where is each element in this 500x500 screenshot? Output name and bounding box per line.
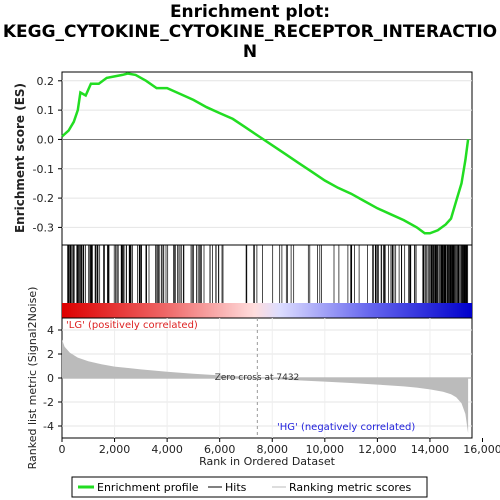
es-y-ticks: 0.2 0.1 0.0 -0.1 -0.2 -0.3 bbox=[33, 75, 62, 234]
metric-y-tick-label: -2 bbox=[43, 396, 54, 409]
metric-y-tick-label: 2 bbox=[47, 348, 54, 361]
chart-title: Enrichment plot: KEGG_CYTOKINE_CYTOKINE_… bbox=[0, 2, 500, 62]
es-profile-line bbox=[61, 72, 470, 235]
zero-cross-label: Zero cross at 7432 bbox=[215, 373, 300, 383]
x-tick-label: 0 bbox=[59, 443, 66, 456]
metric-y-tick-label: 4 bbox=[47, 324, 54, 337]
x-axis-label: Rank in Ordered Dataset bbox=[199, 455, 336, 468]
hit-lines bbox=[67, 245, 469, 303]
x-tick-label: 6,000 bbox=[204, 443, 236, 456]
x-tick-label: 10,000 bbox=[306, 443, 345, 456]
es-y-tick-label: -0.1 bbox=[33, 163, 54, 176]
x-ticks: 0 2,000 4,000 6,000 8,000 10,000 12,000 14,000 1… bbox=[59, 438, 500, 456]
metric-y-tick-label: -4 bbox=[43, 420, 54, 433]
metric-y-axis-label: Ranked list metric (Signal2Noise) bbox=[26, 287, 39, 470]
metric-y-ticks: 4 2 0 -2 -4 bbox=[43, 324, 62, 433]
x-tick-label: 8,000 bbox=[257, 443, 289, 456]
legend-es-label: Enrichment profile bbox=[97, 481, 199, 494]
es-panel-frame bbox=[61, 71, 473, 246]
title-line-1: Enrichment plot: bbox=[169, 2, 331, 22]
x-tick-label: 16,000 bbox=[463, 443, 500, 456]
x-tick-label: 4,000 bbox=[151, 443, 183, 456]
es-y-tick-label: 0.2 bbox=[37, 75, 55, 88]
legend-metric-label: Ranking metric scores bbox=[289, 481, 411, 494]
es-y-axis-label: Enrichment score (ES) bbox=[13, 83, 27, 233]
legend-box bbox=[71, 476, 428, 498]
x-tick-label: 14,000 bbox=[411, 443, 450, 456]
x-tick-label: 12,000 bbox=[358, 443, 397, 456]
legend-hits-label: Hits bbox=[225, 481, 247, 494]
metric-y-tick-label: 0 bbox=[47, 372, 54, 385]
es-y-tick-label: 0.0 bbox=[37, 133, 55, 146]
title-line-3: N bbox=[242, 42, 258, 62]
es-y-tick-label: -0.2 bbox=[33, 192, 54, 205]
es-y-tick-label: 0.1 bbox=[37, 104, 55, 117]
es-y-tick-label: -0.3 bbox=[33, 221, 54, 234]
title-line-2: KEGG_CYTOKINE_CYTOKINE_RECEPTOR_INTERACT… bbox=[2, 22, 498, 42]
x-tick-label: 2,000 bbox=[99, 443, 131, 456]
negative-correlation-label: 'HG' (negatively correlated) bbox=[277, 422, 415, 433]
es-gridlines bbox=[62, 80, 472, 228]
rank-color-bar bbox=[62, 303, 472, 318]
positive-correlation-label: 'LG' (positively correlated) bbox=[66, 320, 198, 331]
